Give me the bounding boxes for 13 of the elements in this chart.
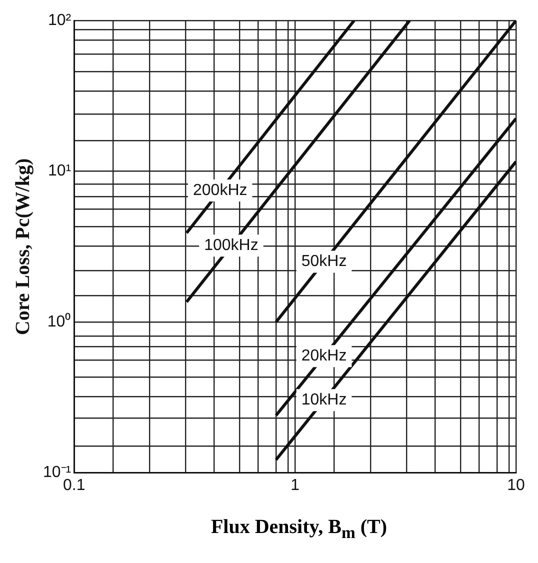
y-axis-title: Core Loss, Pc(W/kg) <box>12 158 34 336</box>
y-tick-label: 10⁰ <box>47 312 72 330</box>
series-label: 200kHz <box>192 182 248 199</box>
series-label: 20kHz <box>301 348 347 365</box>
x-tick-label: 1 <box>290 476 300 494</box>
y-tick-label: 10² <box>48 12 72 30</box>
x-tick-label: 0.1 <box>63 476 86 494</box>
series-label: 50kHz <box>301 253 347 270</box>
x-tick-label: 10 <box>507 476 525 494</box>
y-tick-label: 10¹ <box>48 162 72 180</box>
series-label: 10kHz <box>301 392 347 409</box>
x-axis-title: Flux Density, B$_{m}$ (T) <box>210 516 388 543</box>
series-label: 100kHz <box>204 237 258 254</box>
